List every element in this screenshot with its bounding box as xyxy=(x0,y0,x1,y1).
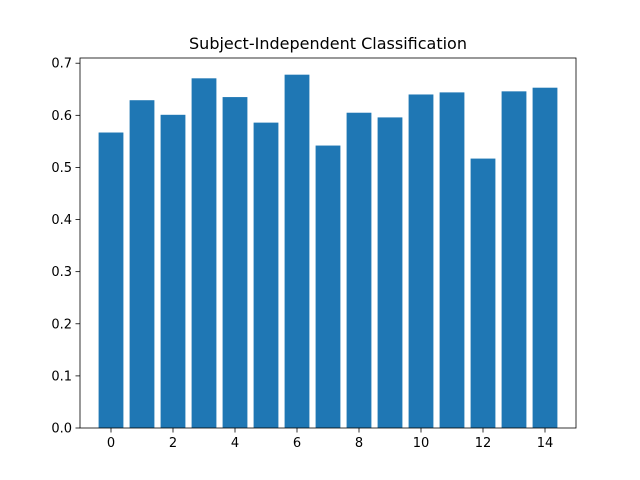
y-tick-label: 0.5 xyxy=(51,161,72,176)
x-tick-label: 6 xyxy=(293,436,301,451)
bar-7 xyxy=(315,145,341,429)
bar-9 xyxy=(377,117,403,428)
x-tick-label: 0 xyxy=(107,436,115,451)
bar-5 xyxy=(253,122,279,429)
bar-3 xyxy=(191,78,217,428)
chart-title: Subject-Independent Classification xyxy=(189,34,467,53)
bar-6 xyxy=(284,74,310,429)
bar-13 xyxy=(501,91,527,428)
y-tick-label: 0.4 xyxy=(51,213,72,228)
y-tick-label: 0.7 xyxy=(51,57,72,72)
bar-14 xyxy=(532,87,558,428)
y-tick-label: 0.0 xyxy=(51,422,72,437)
bar-4 xyxy=(222,97,248,428)
axes-frame xyxy=(79,57,577,429)
bar-10 xyxy=(408,94,434,428)
axes-layer xyxy=(79,57,577,429)
bar-2 xyxy=(160,114,186,429)
bars-layer xyxy=(98,74,558,429)
bar-11 xyxy=(439,92,465,428)
x-tick-label: 14 xyxy=(537,436,554,451)
x-tick-label: 4 xyxy=(231,436,239,451)
y-tick-label: 0.3 xyxy=(51,265,72,280)
x-tick-label: 8 xyxy=(355,436,363,451)
bar-1 xyxy=(129,100,155,429)
bar-0 xyxy=(98,132,124,428)
bar-12 xyxy=(470,158,496,428)
ticks-layer: 0 2 4 6 8 10 12 14 0.0 0.1 0.2 0.3 0.4 0.5 0.6 0.7 xyxy=(51,57,553,451)
bar-8 xyxy=(346,112,372,428)
x-tick-label: 10 xyxy=(413,436,430,451)
y-tick-label: 0.1 xyxy=(51,369,72,384)
x-tick-label: 2 xyxy=(169,436,177,451)
y-tick-label: 0.6 xyxy=(51,109,72,124)
x-tick-label: 12 xyxy=(475,436,492,451)
y-tick-label: 0.2 xyxy=(51,317,72,332)
